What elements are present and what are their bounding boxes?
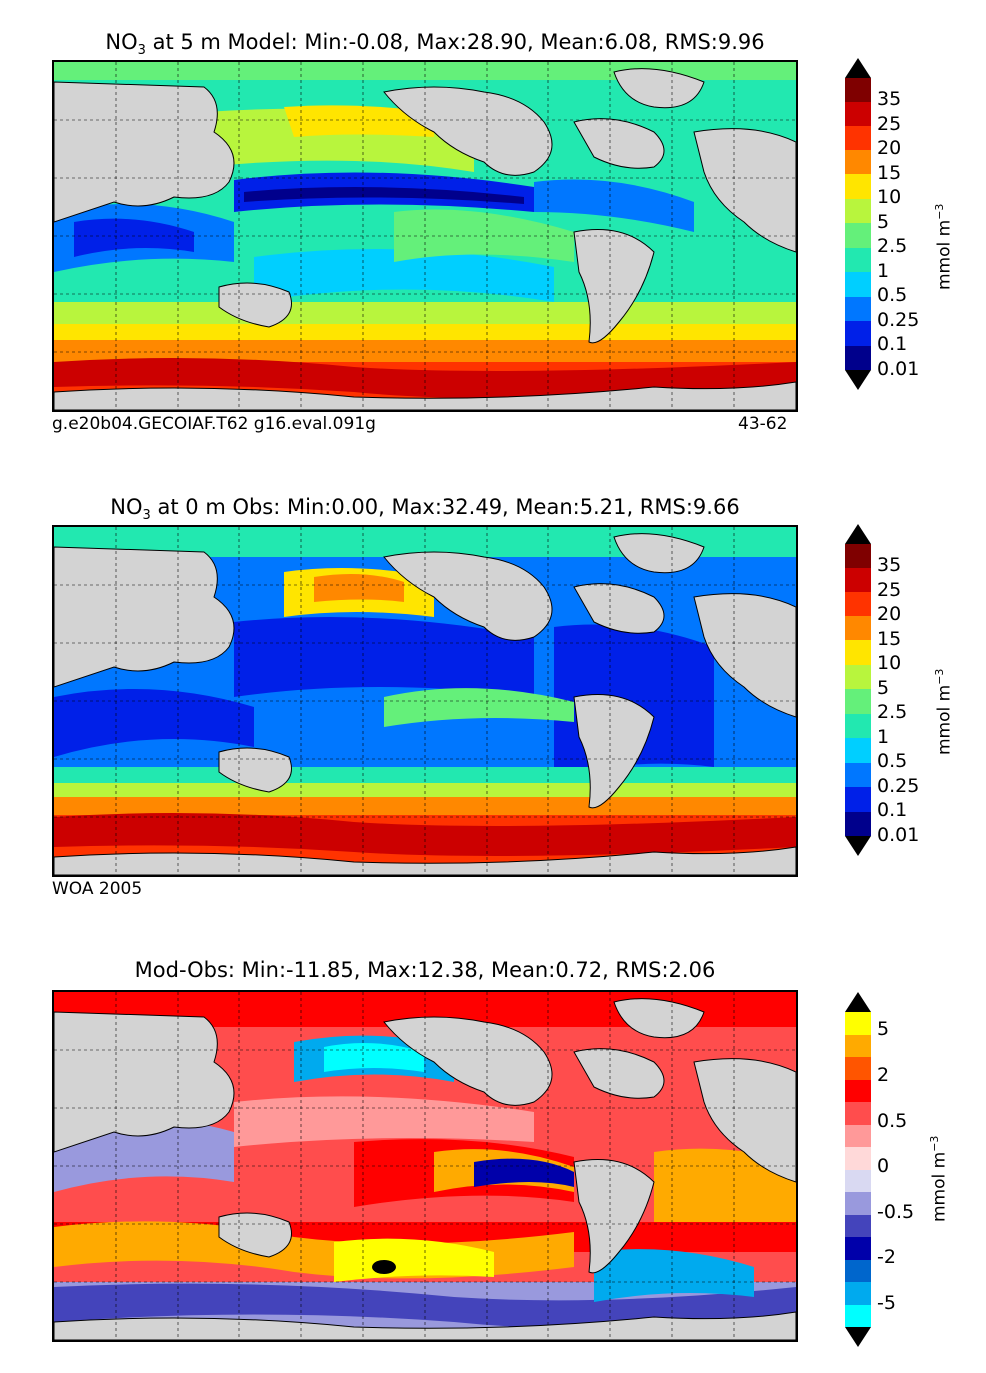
cbar-seg [845, 248, 871, 272]
colorbar-tick: -2 [877, 1246, 896, 1268]
cbar-seg [845, 223, 871, 248]
colorbar-tick: 0.25 [877, 775, 920, 797]
panel2-title: NO3 at 0 m Obs: Min:0.00, Max:32.49, Mea… [110, 495, 740, 524]
cbar-seg [845, 1237, 871, 1260]
colorbar-tick: 5 [877, 677, 890, 699]
panel2-colorbar [845, 524, 871, 856]
cbar-seg [845, 1035, 871, 1057]
cbar-seg [845, 763, 871, 787]
colorbar-max-arrow [845, 524, 871, 544]
colorbar-tick: 0.01 [877, 824, 920, 846]
colorbar-tick: 2 [877, 1064, 890, 1086]
panel1-colorbar [845, 58, 871, 390]
colorbar-tick: 20 [877, 603, 902, 625]
panel2-colorbar-unit: mmol m−3 [933, 668, 955, 755]
colorbar-tick: 15 [877, 162, 902, 184]
colorbar-min-arrow [845, 370, 871, 390]
colorbar-tick: 0.5 [877, 750, 908, 772]
colorbar-tick: 15 [877, 628, 902, 650]
colorbar-tick: -0.5 [877, 1201, 915, 1223]
colorbar-tick: 25 [877, 113, 902, 135]
cbar-seg [845, 150, 871, 174]
colorbar-tick: 10 [877, 652, 902, 674]
cbar-seg [845, 738, 871, 763]
colorbar-max-arrow [845, 992, 871, 1012]
cbar-seg [845, 321, 871, 346]
colorbar-tick: 0.25 [877, 309, 920, 331]
colorbar-tick: 5 [877, 211, 890, 233]
cbar-seg [845, 297, 871, 321]
cbar-seg [845, 1215, 871, 1237]
cbar-seg [845, 1170, 871, 1192]
cbar-seg [845, 102, 871, 126]
colorbar-max-arrow [845, 58, 871, 78]
panel2-footer-left: WOA 2005 [52, 879, 143, 899]
colorbar-tick: 0.5 [877, 284, 908, 306]
cbar-seg [845, 126, 871, 150]
colorbar-tick: -5 [877, 1292, 896, 1314]
cbar-seg [845, 787, 871, 812]
colorbar-tick: 35 [877, 88, 902, 110]
cbar-seg [845, 568, 871, 592]
panel1-footer-right: 43-62 [738, 414, 788, 434]
colorbar-min-arrow [845, 1327, 871, 1347]
panel2-map [52, 525, 798, 877]
panel1-title: NO3 at 5 m Model: Min:-0.08, Max:28.90, … [105, 30, 765, 59]
cbar-seg [845, 640, 871, 665]
cbar-seg [845, 544, 871, 568]
colorbar-tick: 1 [877, 726, 890, 748]
cbar-seg [845, 346, 871, 370]
cbar-seg [845, 689, 871, 714]
colorbar-tick: 0.1 [877, 333, 908, 355]
colorbar-tick: 25 [877, 579, 902, 601]
cbar-seg [845, 1260, 871, 1282]
colorbar-tick: 2.5 [877, 235, 908, 257]
panel1-footer-left: g.e20b04.GECOIAF.T62 g16.eval.091g [52, 414, 376, 434]
panel3-colorbar-unit: mmol m−3 [928, 1135, 950, 1222]
cbar-seg [845, 1057, 871, 1080]
colorbar-tick: 5 [877, 1018, 890, 1040]
cbar-seg [845, 272, 871, 297]
cbar-seg [845, 174, 871, 199]
cbar-seg [845, 812, 871, 836]
cbar-seg [845, 1282, 871, 1305]
cbar-seg [845, 714, 871, 738]
panel1-map [52, 60, 798, 412]
panel3-map-svg [54, 992, 796, 1340]
colorbar-tick: 20 [877, 137, 902, 159]
cbar-seg [845, 1147, 871, 1170]
colorbar-tick: 35 [877, 554, 902, 576]
cbar-seg [845, 1012, 871, 1035]
panel1-map-svg [54, 62, 796, 410]
cbar-seg [845, 592, 871, 616]
cbar-seg [845, 665, 871, 689]
cbar-seg [845, 1102, 871, 1125]
colorbar-tick: 0.1 [877, 799, 908, 821]
panel1-colorbar-unit: mmol m−3 [933, 203, 955, 290]
panel3-colorbar [845, 992, 871, 1347]
colorbar-tick: 2.5 [877, 701, 908, 723]
cbar-seg [845, 199, 871, 223]
cbar-seg [845, 1125, 871, 1147]
colorbar-tick: 1 [877, 260, 890, 282]
cbar-seg [845, 1080, 871, 1102]
cbar-seg [845, 616, 871, 640]
panel3-title: Mod-Obs: Min:-11.85, Max:12.38, Mean:0.7… [134, 958, 716, 982]
colorbar-tick: 0.5 [877, 1110, 908, 1132]
cbar-seg [845, 78, 871, 102]
cbar-seg [845, 1192, 871, 1215]
colorbar-tick: 0.01 [877, 358, 920, 380]
colorbar-tick: 0 [877, 1155, 890, 1177]
colorbar-tick: 10 [877, 186, 902, 208]
colorbar-min-arrow [845, 836, 871, 856]
panel3-map [52, 990, 798, 1342]
panel2-map-svg [54, 527, 796, 875]
cbar-seg [845, 1305, 871, 1327]
